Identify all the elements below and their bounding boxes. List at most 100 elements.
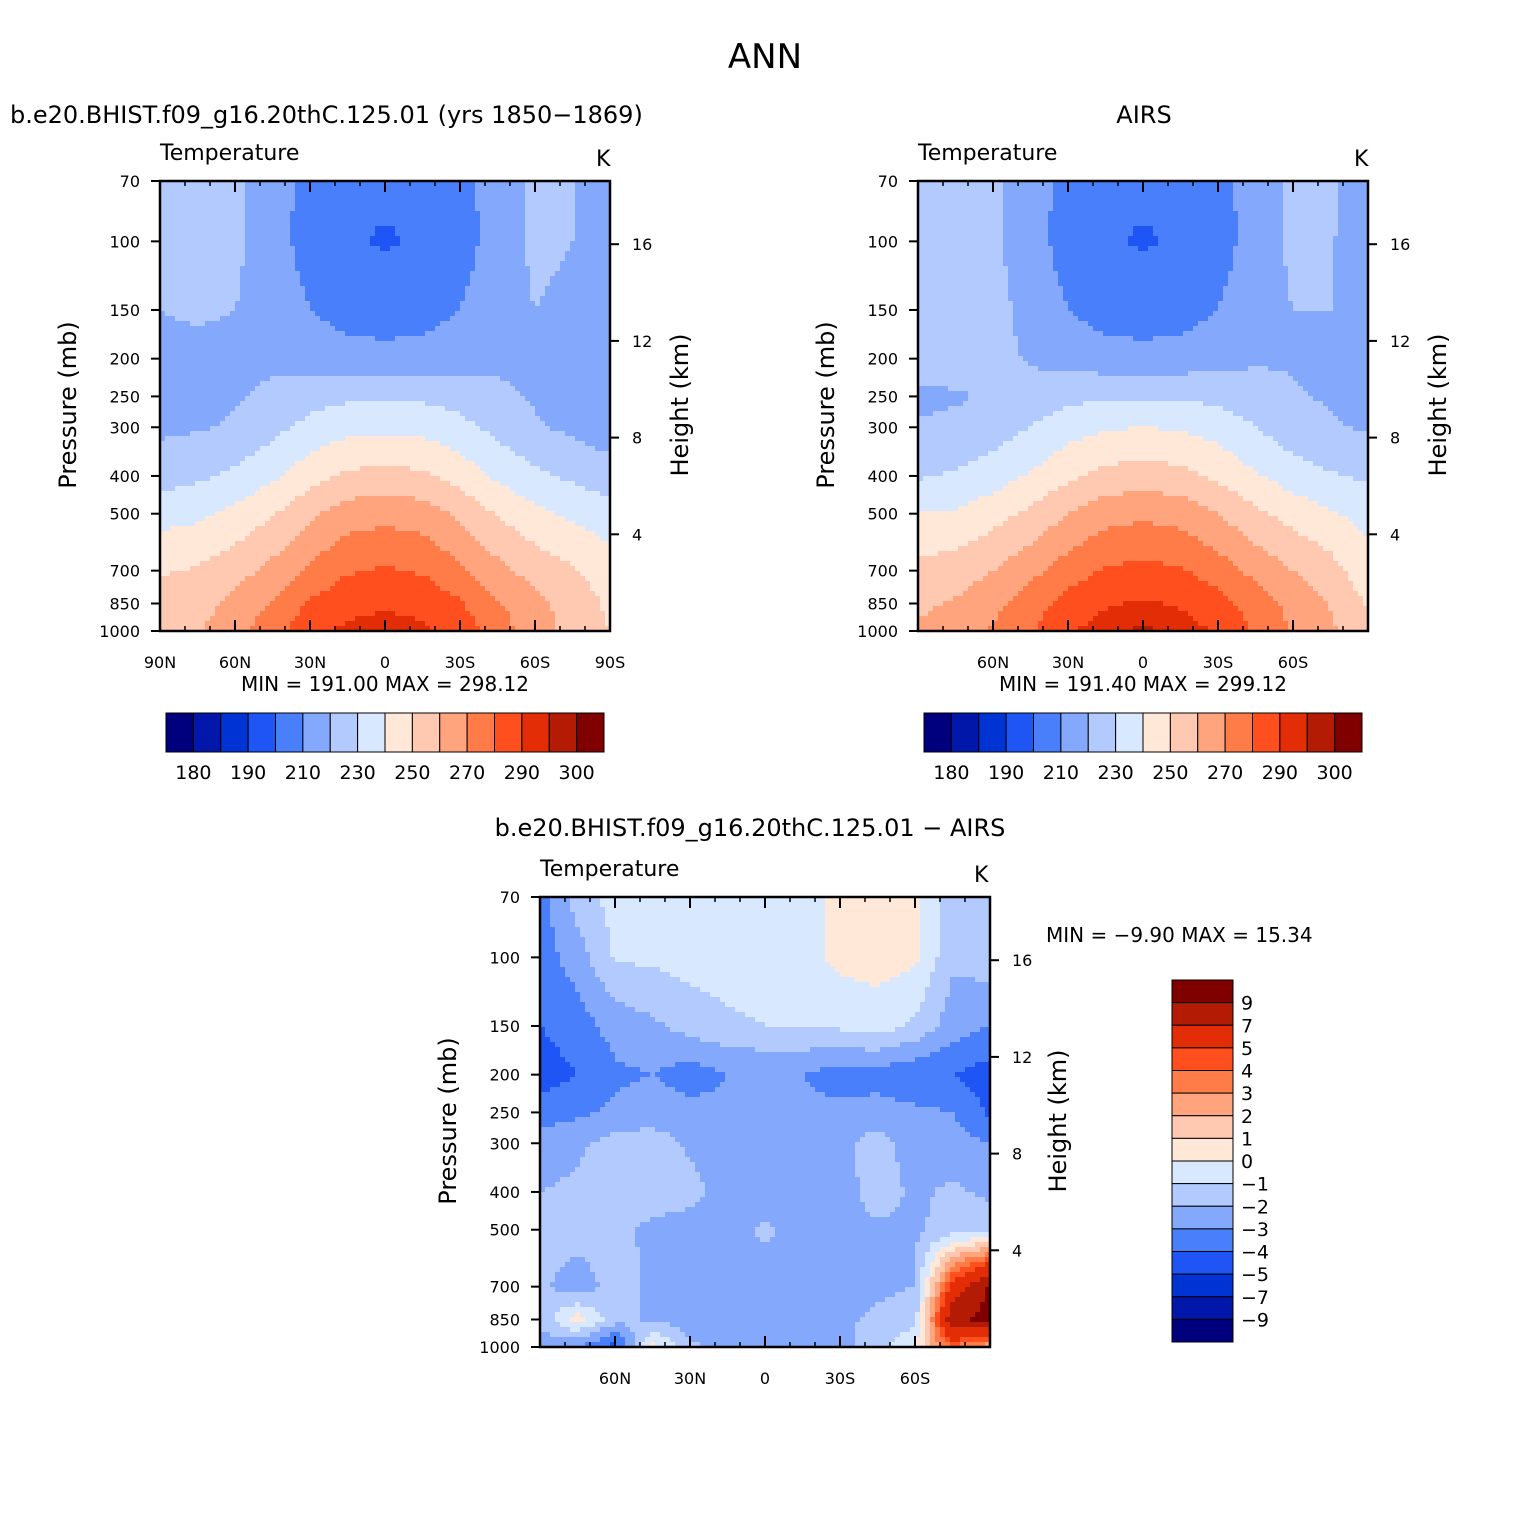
- contour-cell: [175, 251, 181, 257]
- contour-cell: [470, 211, 476, 217]
- contour-cell: [540, 381, 546, 387]
- contour-cell: [590, 401, 596, 407]
- contour-cell: [360, 406, 366, 412]
- contour-cell: [290, 221, 296, 227]
- contour-cell: [190, 446, 196, 452]
- contour-cell: [320, 196, 326, 202]
- contour-cell: [350, 221, 356, 227]
- contour-cell: [250, 231, 256, 237]
- contour-cell: [310, 346, 316, 352]
- contour-cell: [225, 311, 231, 317]
- contour-cell: [160, 296, 166, 302]
- contour-cell: [175, 181, 181, 187]
- contour-cell: [560, 356, 566, 362]
- contour-cell: [480, 451, 486, 457]
- contour-cell: [280, 336, 286, 342]
- contour-cell: [460, 331, 466, 337]
- contour-cell: [470, 441, 476, 447]
- contour-cell: [435, 411, 441, 417]
- contour-cell: [255, 231, 261, 237]
- contour-cell: [395, 381, 401, 387]
- contour-cell: [340, 306, 346, 312]
- contour-cell: [415, 291, 421, 297]
- contour-cell: [450, 451, 456, 457]
- contour-cell: [450, 286, 456, 292]
- contour-cell: [325, 366, 331, 372]
- contour-cell: [170, 276, 176, 282]
- contour-cell: [210, 301, 216, 307]
- contour-cell: [265, 196, 271, 202]
- contour-cell: [390, 336, 396, 342]
- contour-cell: [555, 211, 561, 217]
- contour-cell: [185, 296, 191, 302]
- contour-cell: [240, 191, 246, 197]
- contour-cell: [270, 376, 276, 382]
- contour-cell: [330, 271, 336, 277]
- contour-cell: [550, 436, 556, 442]
- contour-cell: [245, 261, 251, 267]
- contour-cell: [365, 421, 371, 427]
- contour-cell: [240, 406, 246, 412]
- contour-cell: [305, 241, 311, 247]
- contour-cell: [380, 216, 386, 222]
- contour-cell: [315, 441, 321, 447]
- contour-cell: [375, 186, 381, 192]
- contour-cell: [560, 261, 566, 267]
- contour-cell: [605, 236, 611, 242]
- contour-cell: [355, 191, 361, 197]
- contour-cell: [385, 366, 391, 372]
- contour-cell: [315, 216, 321, 222]
- contour-cell: [550, 206, 556, 212]
- contour-cell: [185, 371, 191, 377]
- contour-cell: [305, 236, 311, 242]
- contour-cell: [285, 251, 291, 257]
- contour-cell: [575, 301, 581, 307]
- contour-cell: [570, 296, 576, 302]
- contour-cell: [245, 191, 251, 197]
- contour-cell: [445, 451, 451, 457]
- contour-cell: [585, 371, 591, 377]
- contour-cell: [570, 401, 576, 407]
- contour-cell: [255, 301, 261, 307]
- contour-cell: [265, 221, 271, 227]
- contour-cell: [160, 211, 166, 217]
- contour-cell: [205, 396, 211, 402]
- contour-cell: [430, 341, 436, 347]
- contour-cell: [355, 226, 361, 232]
- contour-cell: [280, 221, 286, 227]
- contour-cell: [590, 191, 596, 197]
- contour-cell: [600, 416, 606, 422]
- contour-cell: [160, 271, 166, 277]
- contour-cell: [260, 336, 266, 342]
- contour-cell: [545, 281, 551, 287]
- contour-cell: [430, 306, 436, 312]
- contour-cell: [290, 246, 296, 252]
- contour-cell: [230, 316, 236, 322]
- contour-cell: [460, 351, 466, 357]
- contour-cell: [520, 196, 526, 202]
- contour-cell: [255, 316, 261, 322]
- contour-cell: [300, 321, 306, 327]
- contour-cell: [400, 271, 406, 277]
- contour-cell: [280, 226, 286, 232]
- contour-cell: [260, 456, 266, 462]
- contour-cell: [235, 326, 241, 332]
- contour-cell: [225, 246, 231, 252]
- contour-cell: [335, 291, 341, 297]
- contour-cell: [300, 316, 306, 322]
- contour-cell: [530, 436, 536, 442]
- contour-cell: [465, 286, 471, 292]
- contour-cell: [230, 341, 236, 347]
- contour-cell: [605, 221, 611, 227]
- contour-cell: [395, 366, 401, 372]
- contour-cell: [265, 441, 271, 447]
- contour-cell: [550, 281, 556, 287]
- contour-cell: [265, 391, 271, 397]
- contour-cell: [515, 381, 521, 387]
- contour-cell: [310, 316, 316, 322]
- contour-cell: [340, 276, 346, 282]
- contour-cell: [250, 281, 256, 287]
- contour-cell: [600, 241, 606, 247]
- contour-cell: [370, 421, 376, 427]
- contour-cell: [595, 256, 601, 262]
